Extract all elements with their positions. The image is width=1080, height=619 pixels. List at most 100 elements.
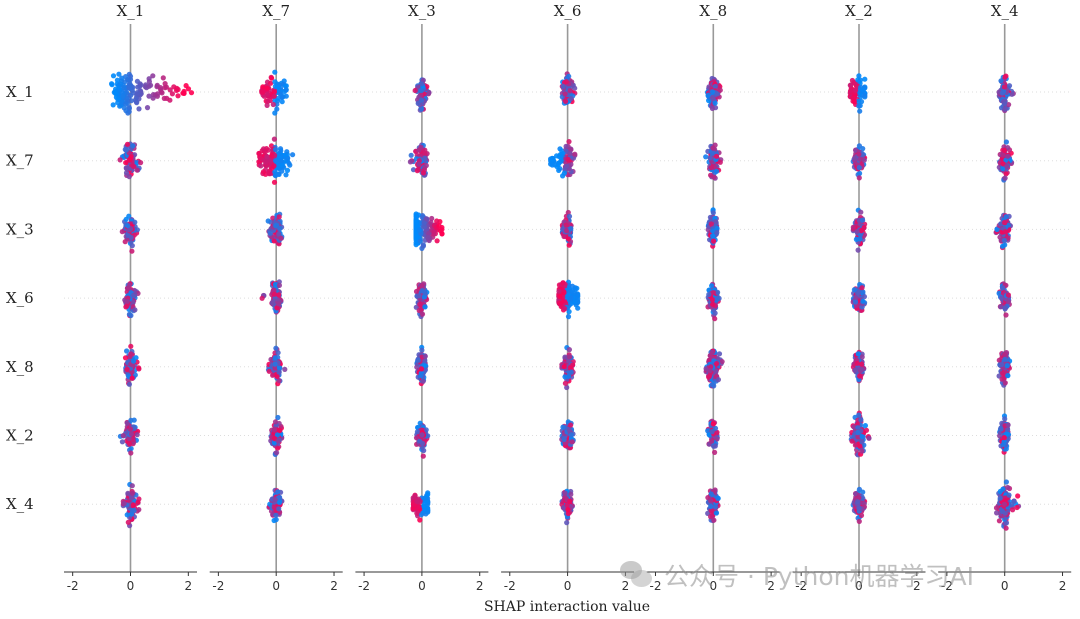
shap-point (854, 360, 860, 366)
shap-point (129, 490, 136, 496)
shap-point (1001, 351, 1008, 357)
shap-point (710, 290, 716, 296)
shap-point (860, 146, 866, 152)
shap-point (129, 375, 135, 381)
shap-point (711, 174, 717, 180)
shap-point (1002, 229, 1008, 235)
shap-point (162, 85, 168, 91)
x-tick-label: 0 (564, 579, 572, 593)
shap-point (275, 489, 281, 495)
shap-point (132, 97, 139, 103)
shap-point (123, 101, 129, 107)
shap-point (1000, 152, 1006, 158)
shap-point (169, 91, 175, 97)
shap-point (283, 83, 289, 89)
shap-point (1005, 436, 1011, 442)
shap-point (1002, 380, 1008, 386)
shap-point (259, 295, 265, 301)
shap-point (714, 361, 720, 367)
shap-point (126, 157, 133, 163)
shap-point (127, 441, 133, 447)
shap-point (858, 417, 864, 423)
shap-point (569, 439, 575, 445)
shap-point (275, 350, 281, 356)
shap-point (993, 505, 1000, 511)
shap-point (271, 179, 278, 185)
shap-point (136, 507, 142, 513)
shap-point (416, 293, 422, 299)
shap-point (131, 417, 137, 423)
watermark-text: 公众号 · Python机器学习AI (664, 562, 974, 591)
shap-point (420, 453, 426, 459)
shap-point (134, 78, 140, 84)
shap-point (271, 238, 277, 244)
shap-point (265, 218, 271, 224)
shap-point (706, 291, 712, 298)
shap-point (275, 414, 281, 421)
shap-point (120, 93, 126, 99)
shap-point (715, 289, 721, 295)
shap-point (712, 83, 718, 90)
shap-point (130, 293, 137, 299)
shap-point (124, 366, 130, 372)
shap-point (707, 353, 713, 359)
shap-point (856, 73, 862, 79)
shap-point (852, 367, 858, 373)
shap-point (271, 504, 277, 511)
shap-point (124, 141, 131, 147)
shap-point (188, 90, 195, 96)
shap-point (567, 498, 573, 504)
shap-point (408, 152, 414, 158)
shap-point (167, 97, 173, 103)
shap-point (146, 79, 152, 85)
shap-point (856, 412, 862, 418)
shap-point (1002, 175, 1008, 181)
shap-point (715, 495, 721, 501)
shap-point (274, 106, 280, 112)
shap-point (708, 507, 714, 514)
shap-point (1002, 101, 1008, 107)
shap-point (563, 143, 569, 149)
shap-point (131, 507, 137, 514)
shap-point (853, 295, 859, 301)
shap-point (277, 225, 283, 231)
shap-point (998, 426, 1004, 432)
shap-point (703, 366, 709, 372)
shap-point (276, 165, 282, 172)
shap-point (708, 498, 714, 504)
shap-point (124, 285, 131, 291)
shap-point (266, 169, 272, 175)
shap-point (1001, 84, 1008, 90)
shap-point (1003, 171, 1009, 177)
shap-point (710, 89, 716, 95)
column-title: X_8 (699, 2, 727, 20)
x-tick-label: -2 (504, 579, 516, 593)
shap-point (425, 509, 431, 515)
shap-point (705, 92, 711, 98)
shap-point (422, 304, 428, 310)
shap-point (709, 94, 715, 100)
shap-point (125, 77, 131, 83)
row-label: X_1 (6, 83, 34, 101)
shap-point (128, 234, 134, 241)
shap-point (999, 90, 1006, 96)
shap-point (110, 73, 117, 79)
shap-point (866, 435, 872, 441)
shap-point (124, 298, 130, 305)
shap-point (562, 354, 568, 360)
shap-point (272, 361, 278, 367)
row-label: X_2 (6, 427, 34, 445)
shap-point (277, 427, 283, 433)
shap-point (997, 488, 1004, 494)
shap-point (416, 161, 422, 167)
shap-point (276, 301, 282, 307)
shap-point (861, 294, 868, 300)
shap-point (712, 100, 718, 106)
shap-point (860, 298, 866, 304)
shap-point (420, 242, 426, 248)
shap-point (274, 450, 280, 456)
shap-point (426, 90, 432, 96)
shap-point (126, 311, 132, 317)
shap-point (709, 297, 716, 303)
shap-point (270, 372, 276, 378)
